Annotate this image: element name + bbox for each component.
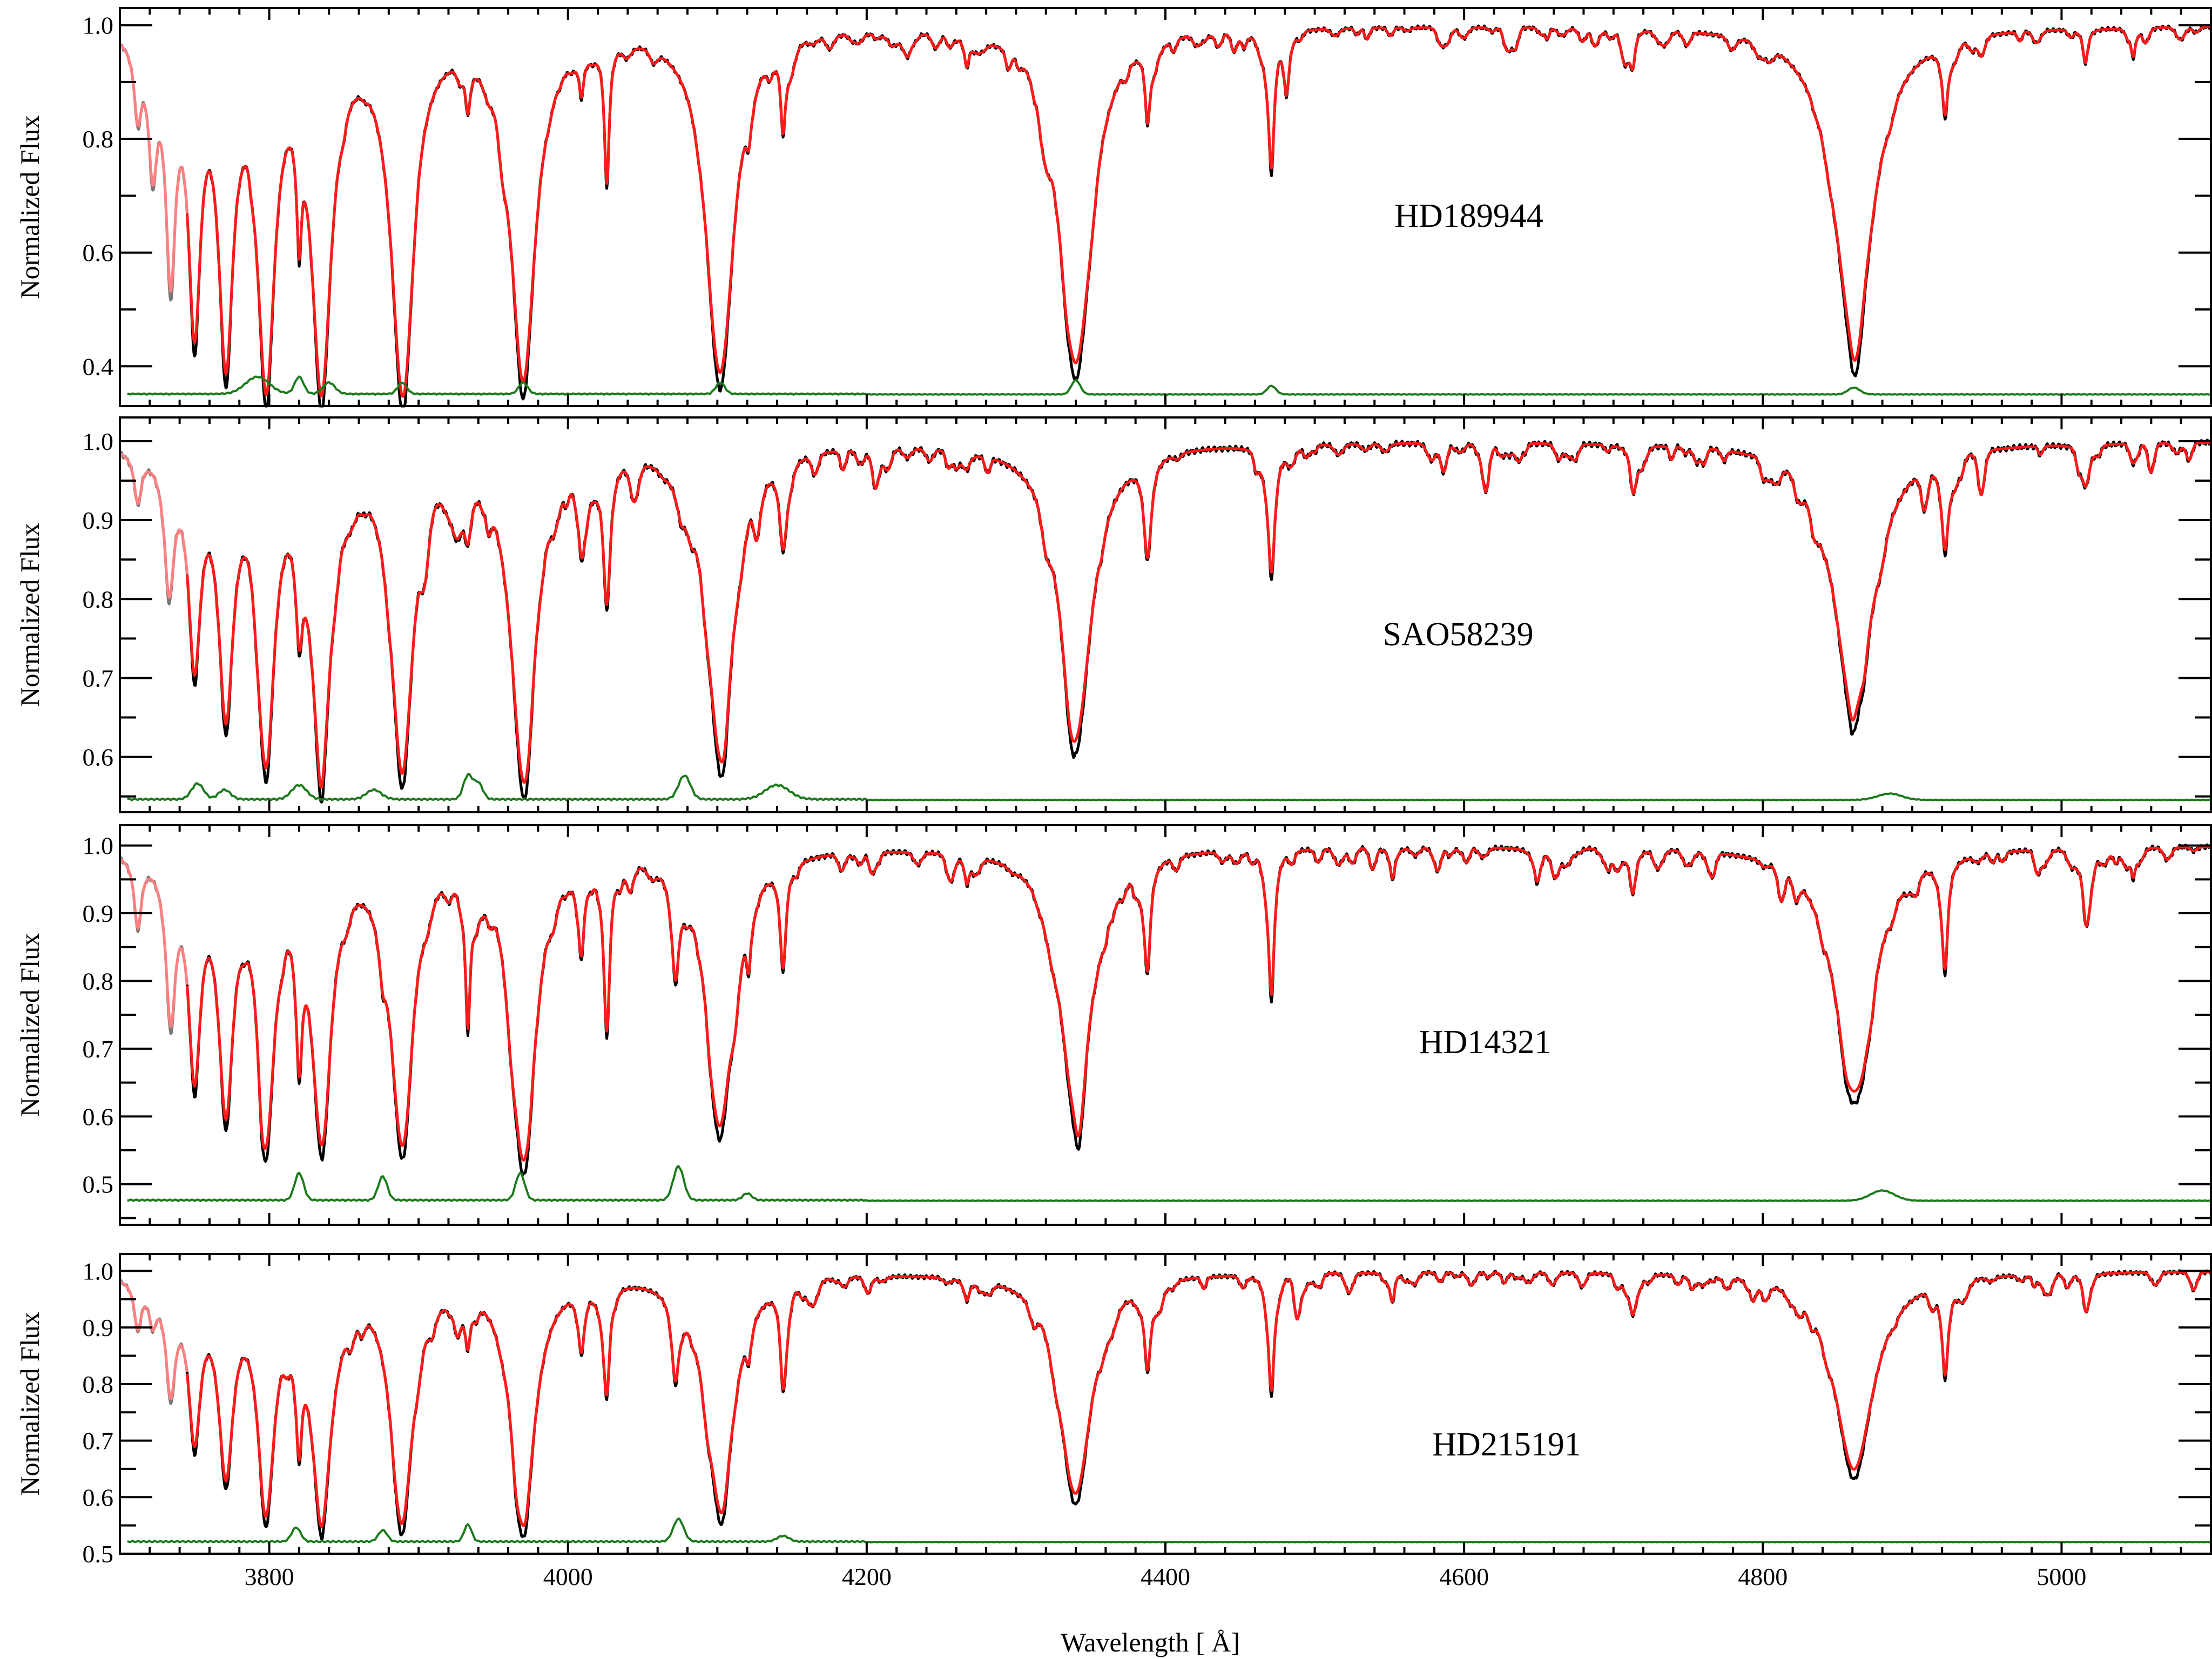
y-tick-label: 0.5 [83,1540,114,1568]
residual-spectrum [127,1517,2211,1544]
model-spectrum-masked [119,452,188,599]
panel-sao58239: 0.6 0.7 0.8 0.9 1.0 Normalized Flux SAO58239 [15,416,2212,813]
y-axis-title: Normalized Flux [15,115,45,299]
y-tick-label: 0.7 [83,1035,114,1063]
model-spectrum [186,25,2212,398]
y-tick-label: 0.9 [83,507,114,534]
panel-hd215191: 0.5 0.6 0.7 0.8 0.9 1.0 Normalized Flux HD21519… [15,1253,2212,1590]
y-tick-label: 0.4 [83,353,114,380]
model-spectrum [186,1270,2212,1528]
model-spectrum-masked [119,43,188,293]
y-tick-label: 0.6 [83,1483,114,1511]
y-tick-label: 0.6 [83,1103,114,1130]
x-tick-label: 5000 [2036,1563,2086,1590]
model-spectrum-masked [119,858,188,1028]
x-tick-label: 4000 [543,1563,593,1590]
x-axis-title: Wavelength [ Å] [1061,1627,1240,1657]
x-tick-label: 4200 [842,1563,892,1590]
observed-spectrum [186,1269,2212,1541]
residual-spectrum [126,773,2211,802]
y-axis-title: Normalized Flux [15,933,45,1117]
y-tick-label: 0.8 [83,967,114,995]
y-tick-label: 0.6 [83,239,114,267]
x-tick-label: 3800 [245,1563,294,1590]
y-tick-label: 0.5 [83,1171,114,1198]
plot-frame [119,416,2212,813]
model-spectrum-masked [119,1280,188,1400]
y-tick-label: 0.7 [83,1427,114,1455]
plot-frame [119,1253,2212,1555]
y-tick-label: 0.7 [83,664,114,692]
plot-frame [119,824,2212,1226]
observed-spectrum [186,439,2212,804]
y-tick-label: 1.0 [83,428,114,455]
x-tick-label: 4400 [1141,1563,1190,1590]
y-tick-label: 0.8 [83,1371,114,1398]
y-tick-label: 0.6 [83,744,114,771]
panel-hd189944: 0.4 0.6 0.8 1.0 Normalized Flux HD189944 [15,7,2212,408]
star-name-label: HD215191 [1432,1426,1581,1463]
panel-hd14321: 0.5 0.6 0.7 0.8 0.9 1.0 Normalized Flux HD14321 [15,824,2212,1226]
y-tick-label: 0.9 [83,1314,114,1341]
star-name-label: HD189944 [1394,198,1543,234]
star-name-label: HD14321 [1419,1024,1552,1061]
plot-frame [119,7,2212,407]
y-axis-title: Normalized Flux [15,1312,45,1495]
x-tick-label: 4600 [1439,1563,1489,1590]
residual-spectrum [127,1165,2211,1203]
y-tick-label: 0.8 [83,585,114,613]
x-tick-label: 4800 [1738,1563,1788,1590]
y-tick-label: 0.8 [83,125,114,153]
y-tick-label: 1.0 [83,1257,114,1285]
y-tick-label: 0.9 [83,900,114,927]
star-name-label: SAO58239 [1382,616,1533,653]
observed-spectrum [186,23,2212,408]
y-tick-label: 1.0 [83,832,114,860]
y-tick-label: 1.0 [83,12,114,39]
model-spectrum [186,845,2212,1162]
model-spectrum [186,441,2212,789]
residual-spectrum [127,375,2211,396]
y-axis-title: Normalized Flux [15,523,45,706]
